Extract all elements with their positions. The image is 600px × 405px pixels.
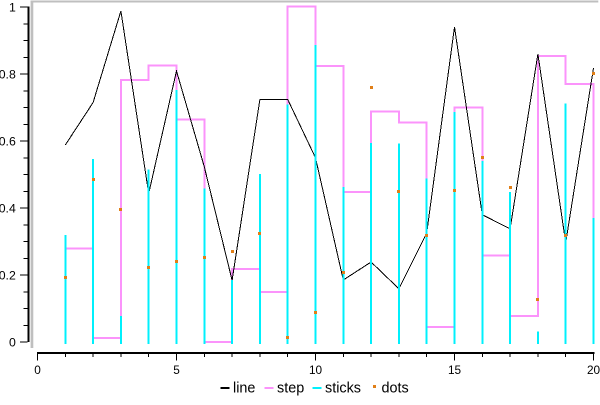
- svg-text:15: 15: [448, 363, 462, 377]
- svg-text:0.6: 0.6: [0, 135, 16, 149]
- svg-text:0.8: 0.8: [0, 68, 16, 82]
- svg-text:5: 5: [173, 363, 180, 377]
- svg-text:step: step: [277, 381, 304, 397]
- svg-text:1: 1: [9, 1, 16, 15]
- svg-text:0.2: 0.2: [0, 269, 16, 283]
- svg-text:0: 0: [9, 336, 16, 350]
- svg-text:0.4: 0.4: [0, 202, 16, 216]
- svg-text:10: 10: [309, 363, 323, 377]
- svg-text:dots: dots: [382, 381, 409, 397]
- svg-text:20: 20: [587, 363, 600, 377]
- svg-text:0: 0: [34, 363, 41, 377]
- svg-text:line: line: [233, 381, 255, 397]
- svg-text:sticks: sticks: [325, 381, 361, 397]
